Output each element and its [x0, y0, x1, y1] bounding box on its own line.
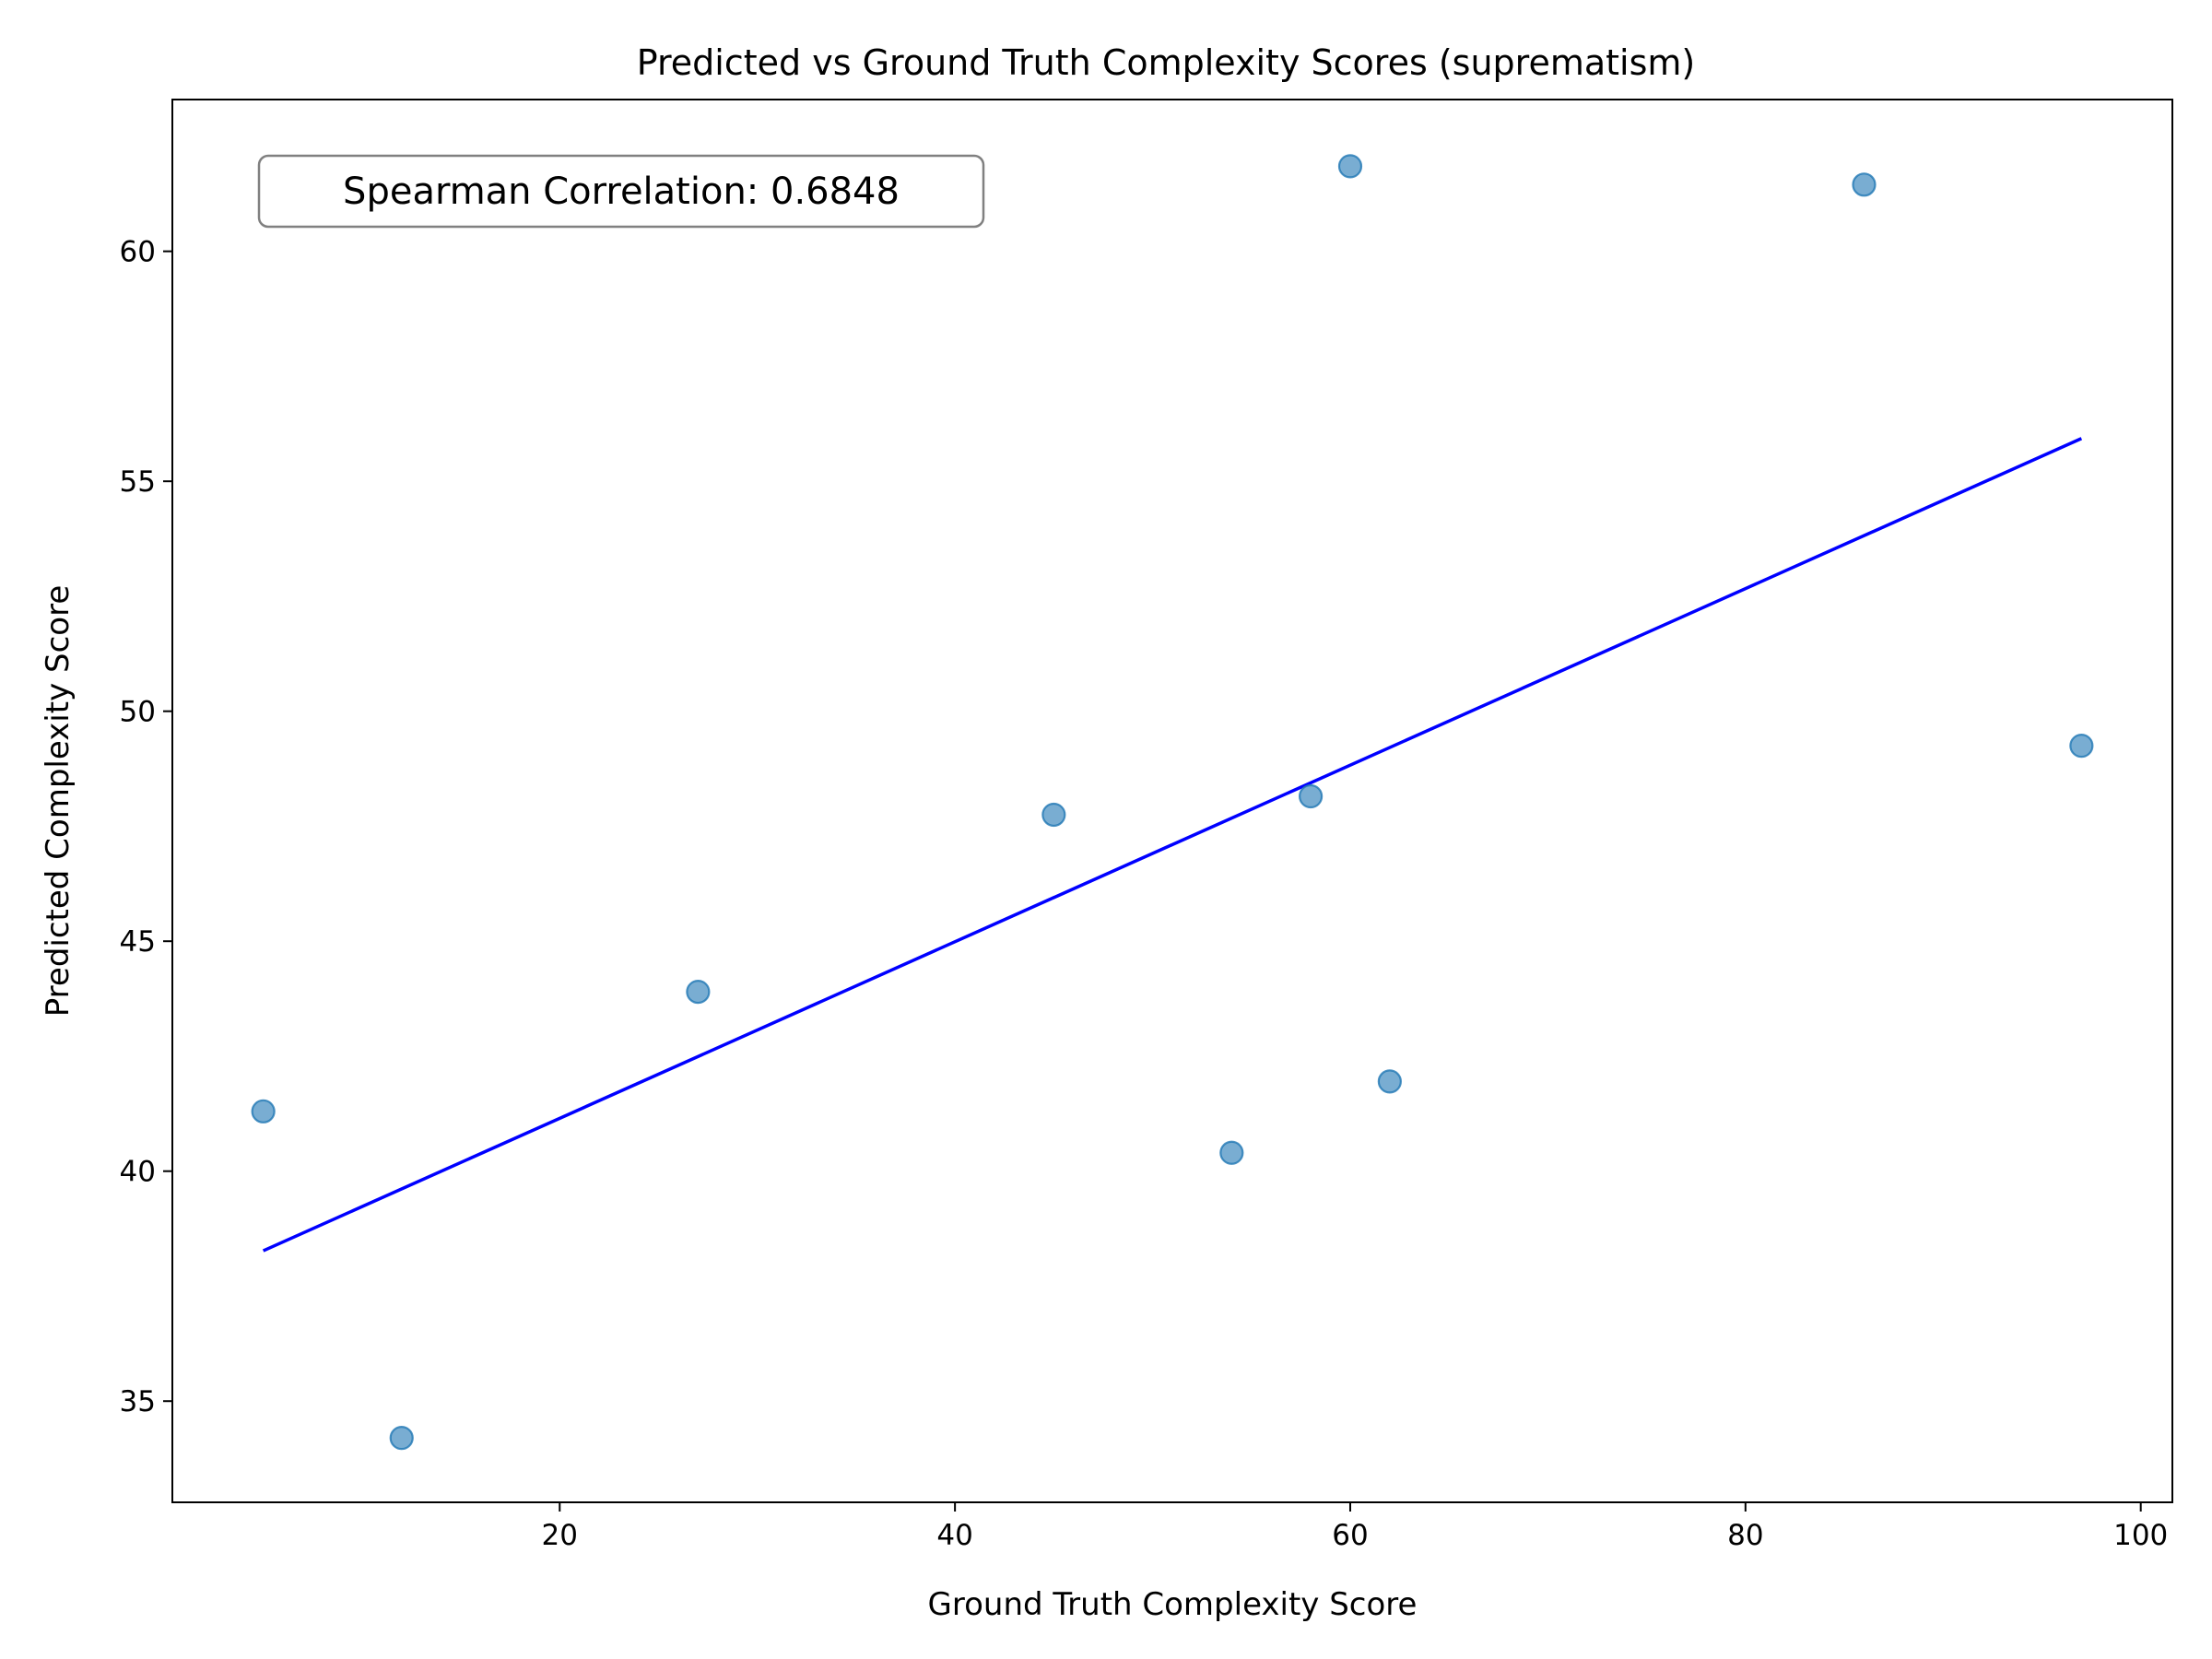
plot-area: [251, 154, 2094, 1451]
data-point-5: [1219, 1140, 1244, 1165]
data-point-1: [251, 1099, 276, 1124]
chart-title: Predicted vs Ground Truth Complexity Sco…: [637, 42, 1695, 83]
y-tick-label: 55: [120, 465, 156, 499]
data-point-6: [1298, 783, 1324, 809]
data-point-8: [1377, 1069, 1402, 1094]
data-point-4: [1041, 802, 1066, 828]
data-point-2: [389, 1426, 414, 1451]
y-tick-label: 40: [120, 1156, 156, 1189]
y-tick-label: 35: [120, 1385, 156, 1418]
data-point-7: [1337, 154, 1363, 179]
y-axis-label: Predicted Complexity Score: [40, 585, 76, 1017]
x-tick-label: 20: [542, 1519, 578, 1552]
data-point-3: [686, 979, 711, 1005]
y-tick-label: 60: [120, 236, 156, 269]
x-tick-label: 40: [936, 1519, 972, 1552]
x-tick-label: 100: [2113, 1519, 2168, 1552]
regression-line: [262, 437, 2083, 1253]
x-tick-label: 60: [1332, 1519, 1368, 1552]
x-axis-label: Ground Truth Complexity Score: [928, 1586, 1418, 1623]
y-tick-label: 50: [120, 696, 156, 729]
y-tick-label: 45: [120, 925, 156, 959]
axis-ticks: 20 40 60 80 100 35 40 45 50 55 60: [120, 236, 2169, 1552]
annotation-text: Spearman Correlation: 0.6848: [343, 171, 900, 213]
data-point-10: [2069, 734, 2094, 759]
annotation-frame: [257, 154, 985, 229]
data-point-9: [1852, 172, 1877, 197]
plot-frame: [171, 99, 2173, 1503]
x-tick-label: 80: [1727, 1519, 1763, 1552]
spearman-annotation: Spearman Correlation: 0.6848: [257, 154, 985, 229]
